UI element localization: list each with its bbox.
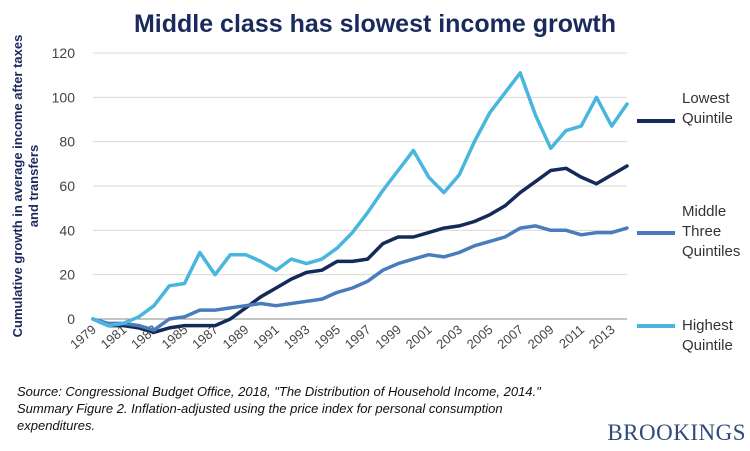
y-tick-label: 100 (52, 89, 76, 105)
x-tick-label: 2005 (464, 322, 496, 352)
x-tick-label: 1991 (250, 322, 282, 352)
y-tick-label: 60 (59, 178, 75, 194)
y-axis-ticks: 0 20 40 60 80 100 120 (52, 45, 76, 327)
y-tick-label: 20 (59, 267, 75, 283)
series-line-middle-three-quintiles (91, 224, 629, 332)
y-tick-label: 120 (52, 45, 76, 61)
legend-label: Highest (682, 317, 734, 334)
x-tick-label: 2009 (525, 322, 557, 352)
y-axis-label-line: and transfers (26, 145, 41, 227)
y-tick-label: 40 (59, 222, 75, 238)
brookings-logo: BROOKINGS (607, 420, 746, 445)
chart-title: Middle class has slowest income growth (133, 10, 617, 38)
series-line-highest-quintile (91, 71, 629, 328)
legend-item-highest-quintile: Highest Quintile (637, 317, 734, 354)
x-tick-label: 2003 (433, 322, 465, 352)
x-tick-label: 2007 (494, 322, 526, 352)
x-tick-label: 1997 (342, 322, 374, 352)
x-tick-label: 1989 (220, 322, 252, 352)
y-tick-label: 0 (67, 311, 75, 327)
y-tick-label: 80 (59, 134, 75, 150)
series-line-lowest-quintile (91, 164, 629, 335)
legend-label: Three (682, 223, 721, 240)
legend-label: Middle (682, 203, 726, 220)
legend-label: Lowest (682, 90, 730, 107)
legend-item-middle-three-quintiles: Middle Three Quintiles (637, 203, 740, 260)
legend-label: Quintiles (682, 243, 740, 260)
legend: Lowest Quintile Middle Three Quintiles Highes… (637, 90, 740, 354)
y-axis-label: Cumulative growth in average income afte… (10, 35, 41, 338)
source-note: Source: Congressional Budget Office, 201… (17, 384, 541, 433)
legend-label: Quintile (682, 110, 733, 127)
x-axis-ticks: 1979198119831985198719891991199319951997… (67, 322, 618, 352)
x-tick-label: 1993 (281, 322, 313, 352)
x-tick-label: 2011 (556, 322, 587, 351)
series-lines (91, 71, 629, 335)
x-tick-label: 1999 (372, 322, 404, 352)
gridlines (93, 52, 627, 320)
y-axis-label-line: Cumulative growth in average income afte… (10, 35, 25, 338)
x-tick-label: 2013 (586, 322, 618, 352)
legend-label: Quintile (682, 337, 733, 354)
x-tick-label: 2001 (403, 322, 435, 352)
legend-item-lowest-quintile: Lowest Quintile (637, 90, 733, 127)
x-tick-label: 1995 (311, 322, 343, 352)
